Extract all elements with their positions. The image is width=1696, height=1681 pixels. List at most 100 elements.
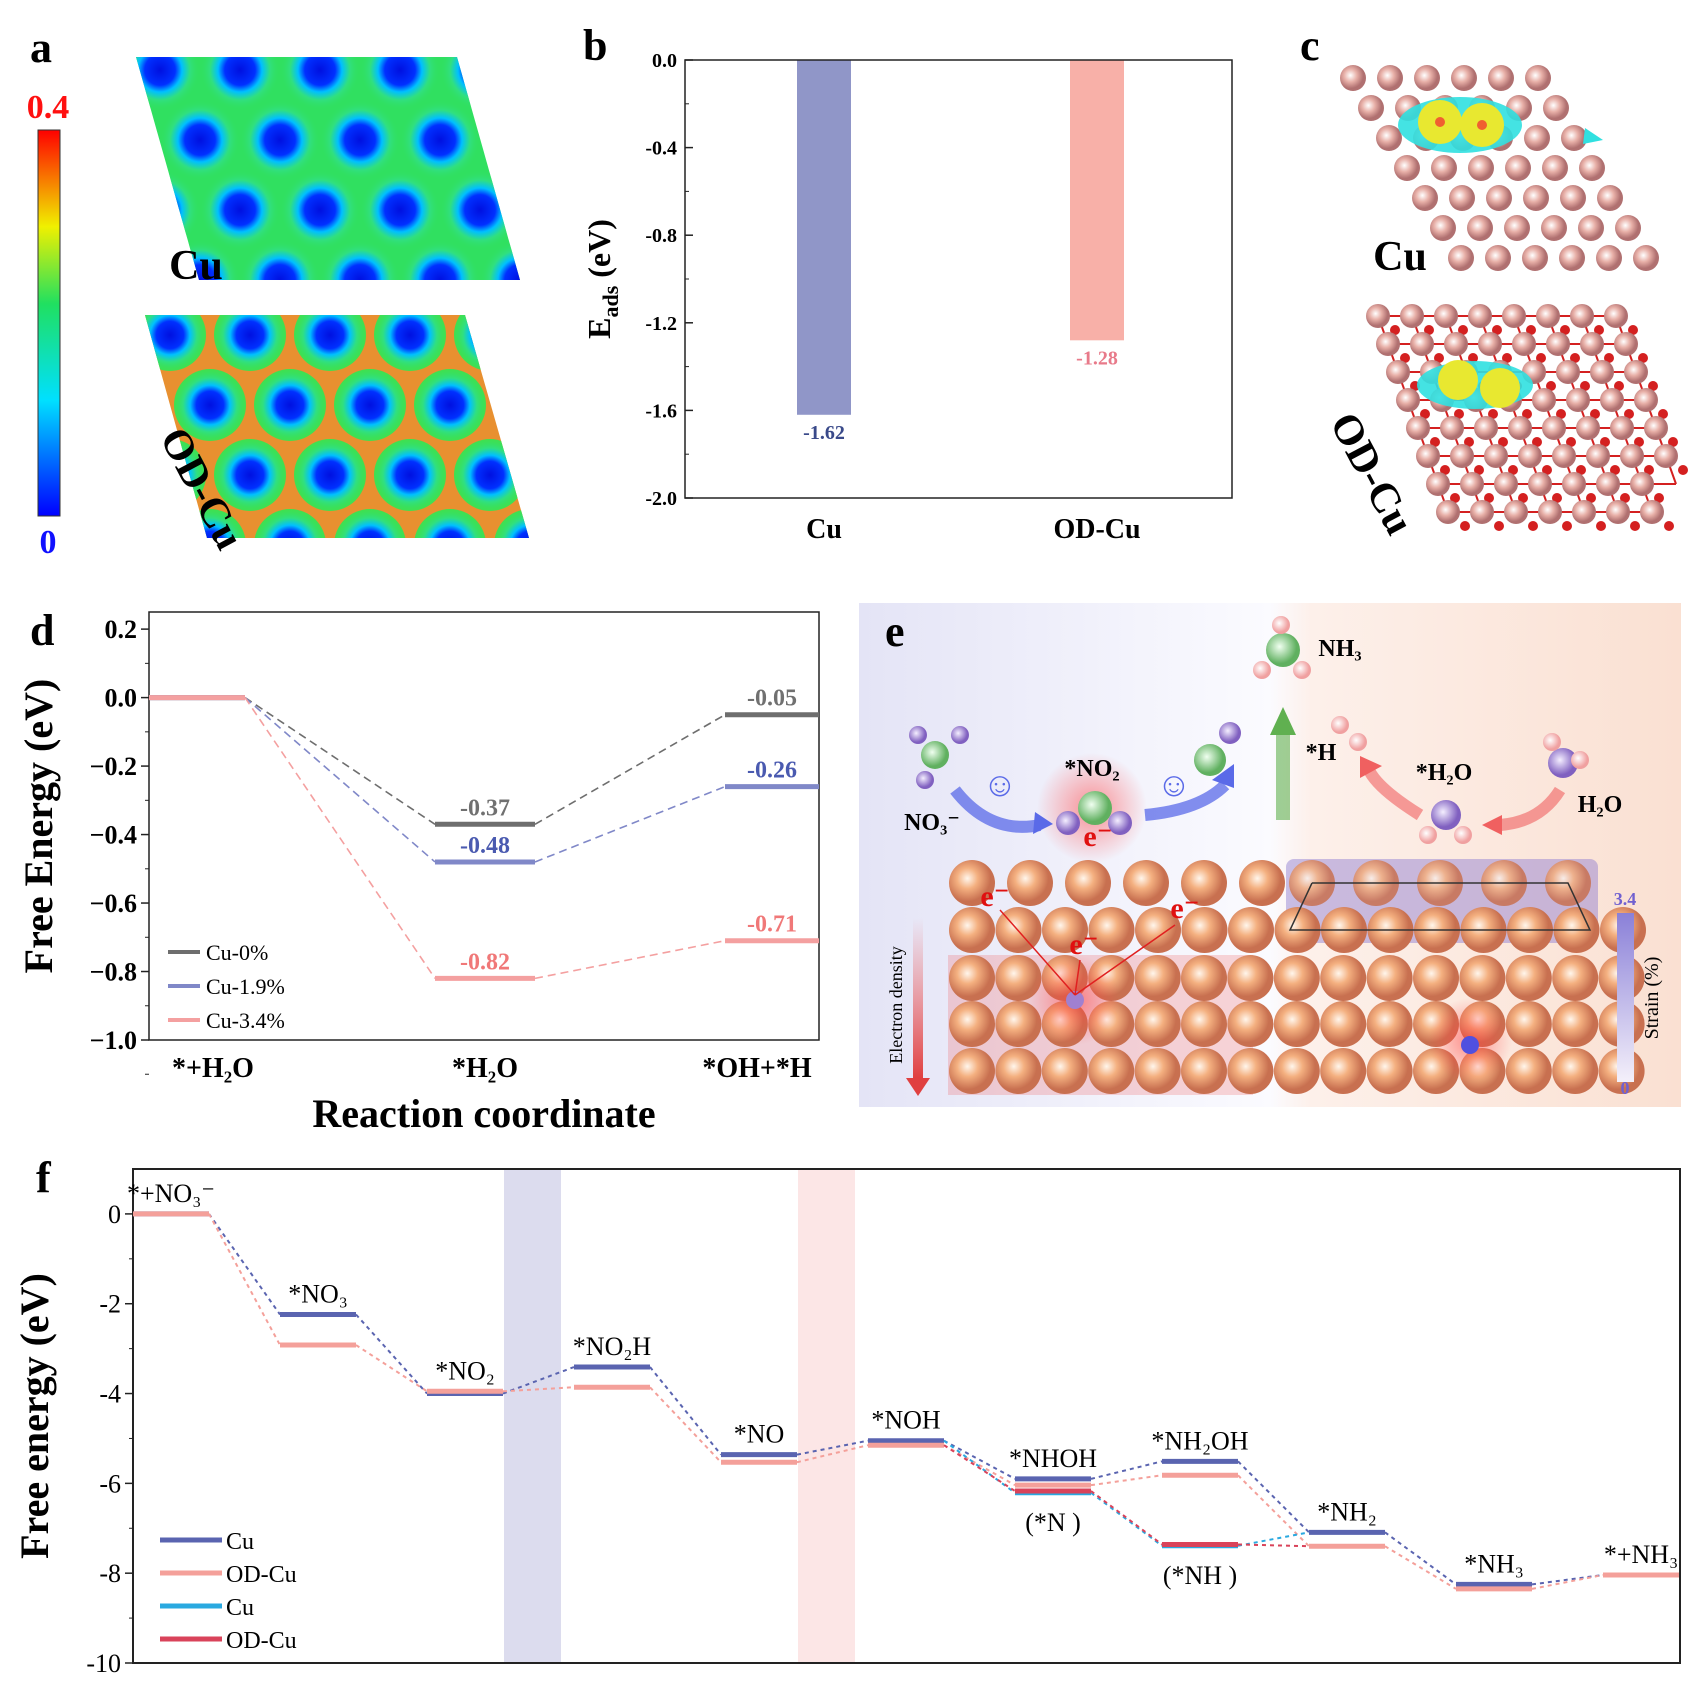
- connector-line: [355, 1344, 428, 1393]
- cu-atom: [1518, 444, 1542, 468]
- charge-gain-isosurface: [1438, 360, 1478, 400]
- o-atom: [1600, 437, 1610, 447]
- arrow-head-icon: [1270, 707, 1296, 735]
- cu-atom: [1448, 245, 1474, 271]
- cu-atom: [1181, 955, 1227, 1001]
- o-atom: [1594, 325, 1604, 335]
- cu-atom: [1478, 332, 1502, 356]
- cu-atom: [1320, 955, 1367, 1001]
- electron-label: e⁻: [1083, 820, 1112, 853]
- panel-b: b Eads (eV) -1.62 Cu -1.28 OD-Cu 0.0 -0.4 -0.8…: [581, 21, 1233, 545]
- o-atom: [1434, 353, 1444, 363]
- structure-od-cu: [1366, 304, 1688, 531]
- cu-atom: [995, 955, 1042, 1001]
- charge-density-spot: [374, 315, 446, 371]
- o-atom: [1648, 381, 1658, 391]
- panel-label-f: f: [36, 1153, 52, 1202]
- h-atom: [1349, 733, 1367, 751]
- b-y-axis-label: Eads (eV): [581, 219, 623, 339]
- charge-density-ring: [534, 439, 606, 511]
- charge-density-spot: [534, 439, 606, 511]
- o-atom: [1502, 353, 1512, 363]
- cu-atom: [1468, 304, 1492, 328]
- o-atom: [1522, 409, 1532, 419]
- o-atom: [1590, 409, 1600, 419]
- y-tick-label: −0.6: [90, 889, 137, 918]
- h-atom: [1293, 661, 1311, 679]
- cu-atom: [1566, 388, 1590, 412]
- connector-line: [244, 696, 436, 863]
- cu-atom: [1366, 1001, 1413, 1047]
- cu-atom: [1561, 125, 1587, 151]
- cu-atom: [1413, 955, 1459, 1001]
- n-atom: [1066, 991, 1084, 1009]
- cu-atom: [1532, 388, 1556, 412]
- o-atom: [1546, 381, 1556, 391]
- cu-atom: [1508, 416, 1532, 440]
- cu-atom: [1436, 500, 1460, 524]
- cu-atom: [1512, 332, 1536, 356]
- cu-atom: [949, 1048, 995, 1094]
- cu-atom: [1552, 1001, 1599, 1047]
- state-label: *NOH: [871, 1406, 941, 1435]
- reaction-arrow: [1499, 786, 1566, 831]
- cu-atom: [949, 907, 995, 953]
- alt-state-label: (*NH ): [1163, 1561, 1237, 1590]
- cu-atom: [1586, 444, 1610, 468]
- state-label: *NO: [734, 1420, 785, 1449]
- cu-atom: [1239, 860, 1285, 906]
- o-atom: [1548, 748, 1578, 778]
- highlight-band: [504, 1169, 561, 1663]
- o-atom: [1450, 493, 1460, 503]
- panel-c: c Cu OD-Cu: [1300, 21, 1688, 542]
- cu-atom: [1542, 416, 1566, 440]
- o-atom: [1464, 437, 1474, 447]
- legend-label: Cu: [226, 1595, 254, 1621]
- o-atom: [1440, 465, 1450, 475]
- cu-atom: [1181, 860, 1227, 906]
- h-atom: [1272, 616, 1290, 634]
- charge-density-spot: [360, 57, 440, 110]
- cu-atom: [1579, 155, 1605, 181]
- charge-density-spot: [374, 439, 446, 511]
- connector-line: [1531, 1573, 1604, 1590]
- cu-atom: [1556, 360, 1580, 384]
- connector-line: [208, 1213, 281, 1346]
- cu-atom: [1633, 245, 1659, 271]
- bar-value-label: -1.28: [1076, 347, 1118, 369]
- electron-transfer-arrow: [1074, 924, 1176, 996]
- o-atom: [1658, 409, 1668, 419]
- o-atom: [1664, 521, 1674, 531]
- o-atom: [1668, 437, 1678, 447]
- panel-label-c: c: [1300, 21, 1320, 70]
- electron-density-arrow: [913, 918, 923, 1078]
- charge-density-spot: [320, 240, 400, 280]
- charge-density-spot: [334, 509, 406, 538]
- cu-atom: [1273, 1048, 1320, 1094]
- y-tick-label: -1.2: [645, 313, 677, 335]
- cu-atom: [1570, 304, 1594, 328]
- cu-atom: [1134, 1001, 1181, 1047]
- nitrite-ads-label: *NO₂: [1064, 756, 1119, 782]
- electron-label: e⁻: [1170, 892, 1199, 925]
- o-atom: [909, 726, 927, 744]
- o-atom: [1628, 325, 1638, 335]
- electron-label: e⁻: [980, 880, 1009, 913]
- n-atom: [1266, 633, 1300, 667]
- charge-density-spot: [400, 100, 480, 180]
- cu-atom: [1227, 1048, 1274, 1094]
- state-label: *NO₂H: [573, 1332, 652, 1361]
- connector-line: [534, 785, 726, 863]
- cu-atom: [1386, 360, 1410, 384]
- cu-atom: [1228, 907, 1274, 953]
- energy-value-label: -0.05: [747, 686, 797, 712]
- cu-atom: [1542, 155, 1568, 181]
- n-atom: [1461, 1036, 1479, 1054]
- y-tick-label: -0.4: [645, 138, 677, 160]
- connector-line: [1531, 1573, 1604, 1586]
- colorbar-min-label: 0: [40, 524, 57, 561]
- panel-label-a: a: [30, 23, 52, 72]
- cu-atom: [1320, 1048, 1367, 1094]
- highlight-band: [798, 1169, 855, 1663]
